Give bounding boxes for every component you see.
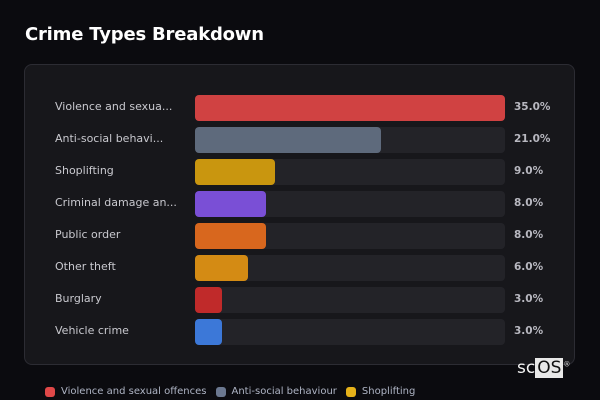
bar-row: Violence and sexua... 35.0% bbox=[25, 95, 574, 121]
legend-label: Shoplifting bbox=[361, 386, 416, 397]
bar-label: Vehicle crime bbox=[55, 324, 129, 337]
legend-item[interactable]: Shoplifting bbox=[345, 386, 416, 397]
bar-fill[interactable] bbox=[195, 255, 249, 281]
legend-swatch-icon bbox=[45, 386, 55, 397]
registered-mark: ® bbox=[563, 360, 571, 369]
bar-fill[interactable] bbox=[195, 127, 381, 153]
bar-value: 6.0% bbox=[514, 261, 544, 273]
bar-label: Other theft bbox=[55, 260, 116, 273]
bar-value: 3.0% bbox=[514, 325, 544, 337]
bar-value: 9.0% bbox=[514, 165, 544, 177]
bar-row: Vehicle crime 3.0% bbox=[25, 319, 574, 345]
bar-track bbox=[195, 159, 505, 185]
bar-value: 21.0% bbox=[514, 133, 551, 145]
bar-value: 8.0% bbox=[514, 197, 544, 209]
bar-label: Anti-social behavi... bbox=[55, 132, 164, 145]
bar-label: Violence and sexua... bbox=[55, 100, 173, 113]
bar-fill[interactable] bbox=[195, 159, 275, 185]
bar-row: Anti-social behavi... 21.0% bbox=[25, 127, 574, 153]
chart-card: Violence and sexua... 35.0% Anti-social be… bbox=[24, 64, 575, 365]
bar-fill[interactable] bbox=[195, 223, 266, 249]
bar-track bbox=[195, 95, 505, 121]
logo-prefix: sc bbox=[517, 358, 536, 378]
bar-label: Public order bbox=[55, 228, 121, 241]
legend-label: Anti-social behaviour bbox=[231, 386, 337, 397]
bar-label: Burglary bbox=[55, 292, 102, 305]
bar-track bbox=[195, 255, 505, 281]
bar-fill[interactable] bbox=[195, 287, 222, 313]
bar-row: Public order 8.0% bbox=[25, 223, 574, 249]
chart-legend: Violence and sexual offences Anti-social … bbox=[45, 386, 415, 397]
bar-fill[interactable] bbox=[195, 319, 222, 345]
page-title: Crime Types Breakdown bbox=[25, 24, 264, 45]
scos-logo: sc OS ® bbox=[517, 358, 570, 378]
bar-row: Criminal damage an... 8.0% bbox=[25, 191, 574, 217]
bar-value: 8.0% bbox=[514, 229, 544, 241]
legend-item[interactable]: Anti-social behaviour bbox=[215, 386, 337, 397]
logo-boxed: OS bbox=[535, 358, 564, 378]
bar-row: Burglary 3.0% bbox=[25, 287, 574, 313]
legend-item[interactable]: Violence and sexual offences bbox=[45, 386, 207, 397]
bar-row: Other theft 6.0% bbox=[25, 255, 574, 281]
bar-track bbox=[195, 287, 505, 313]
bar-track bbox=[195, 319, 505, 345]
legend-label: Violence and sexual offences bbox=[61, 386, 207, 397]
bar-fill[interactable] bbox=[195, 191, 266, 217]
bar-label: Shoplifting bbox=[55, 164, 114, 177]
bar-value: 3.0% bbox=[514, 293, 544, 305]
bar-track bbox=[195, 191, 505, 217]
bar-track bbox=[195, 127, 505, 153]
bar-fill[interactable] bbox=[195, 95, 505, 121]
legend-swatch-icon bbox=[215, 386, 226, 397]
bar-row: Shoplifting 9.0% bbox=[25, 159, 574, 185]
bar-label: Criminal damage an... bbox=[55, 196, 177, 209]
bar-track bbox=[195, 223, 505, 249]
legend-swatch-icon bbox=[345, 386, 356, 397]
bar-value: 35.0% bbox=[514, 101, 551, 113]
